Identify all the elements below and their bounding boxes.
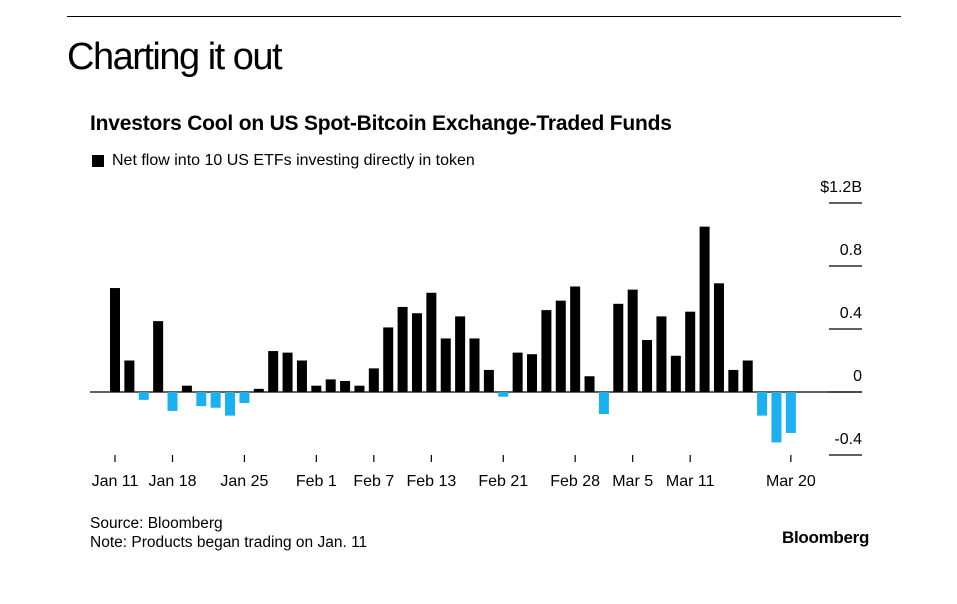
- bar: [713, 283, 724, 392]
- bar: [541, 310, 552, 392]
- x-tick-label: Mar 5: [612, 473, 653, 490]
- legend-label: Net flow into 10 US ETFs investing direc…: [112, 152, 475, 169]
- trading-note: Note: Products began trading on Jan. 11: [90, 534, 368, 551]
- bar: [613, 303, 624, 392]
- x-tick-label: Feb 28: [550, 473, 600, 490]
- y-tick-label: $1.2B: [820, 179, 862, 196]
- y-tick-label: 0.4: [840, 305, 862, 322]
- bar: [325, 379, 336, 392]
- bar: [253, 388, 264, 392]
- x-tick-label: Jan 11: [92, 473, 139, 490]
- bar: [483, 369, 494, 392]
- x-tick-label: Jan 25: [220, 473, 268, 490]
- y-tick-label: -0.4: [834, 431, 862, 448]
- bar: [340, 380, 351, 393]
- bar: [627, 289, 638, 393]
- top-rule: [67, 16, 901, 17]
- bar: [296, 360, 307, 392]
- x-tick-label: Feb 1: [296, 473, 337, 490]
- x-tick-label: Jan 18: [148, 473, 196, 490]
- bar: [196, 392, 207, 407]
- bar: [138, 392, 149, 400]
- bar: [210, 392, 221, 408]
- x-tick-label: Mar 20: [766, 473, 816, 490]
- bar: [642, 340, 653, 392]
- bar: [728, 369, 739, 392]
- source-note: Source: Bloomberg: [90, 515, 223, 532]
- bar: [785, 392, 796, 433]
- bar: [670, 355, 681, 392]
- bar: [181, 385, 192, 392]
- bar: [354, 385, 365, 392]
- bar: [383, 327, 394, 393]
- bar: [225, 392, 236, 416]
- bar: [656, 316, 667, 392]
- y-tick-label: 0.8: [840, 242, 862, 259]
- bar: [268, 351, 279, 392]
- bar: [598, 392, 609, 415]
- footer: Source: Bloomberg Note: Products began t…: [90, 514, 367, 552]
- bar: [555, 300, 566, 392]
- chart-title: Investors Cool on US Spot-Bitcoin Exchan…: [90, 112, 672, 135]
- bar: [771, 392, 782, 443]
- bar: [469, 338, 480, 392]
- bar: [512, 352, 523, 393]
- bar: [570, 286, 581, 393]
- x-tick-label: Feb 7: [353, 473, 394, 490]
- headline: Charting it out: [67, 36, 283, 78]
- bloomberg-logo: Bloomberg: [782, 528, 870, 547]
- bar: [742, 360, 753, 392]
- bar: [153, 321, 164, 393]
- y-tick-label: 0: [853, 368, 862, 385]
- bar: [527, 354, 538, 392]
- bar: [426, 292, 437, 392]
- bar: [584, 376, 595, 392]
- bar: [110, 288, 120, 392]
- x-tick-label: Feb 13: [406, 473, 456, 490]
- bar: [368, 368, 379, 393]
- bar: [311, 385, 322, 392]
- bar: [411, 313, 422, 392]
- x-tick-label: Feb 21: [478, 473, 528, 490]
- bar: [239, 392, 250, 404]
- bar: [757, 392, 768, 416]
- legend-swatch: [92, 155, 104, 167]
- bar: [397, 306, 408, 392]
- bar: [167, 392, 178, 411]
- x-tick-label: Mar 11: [666, 473, 715, 490]
- bar: [498, 392, 509, 397]
- bar: [685, 311, 696, 393]
- legend: Net flow into 10 US ETFs investing direc…: [92, 152, 475, 170]
- bar: [699, 226, 710, 393]
- bar: [124, 360, 135, 392]
- bar: [440, 338, 451, 392]
- bar: [282, 352, 293, 393]
- bar: [455, 316, 466, 392]
